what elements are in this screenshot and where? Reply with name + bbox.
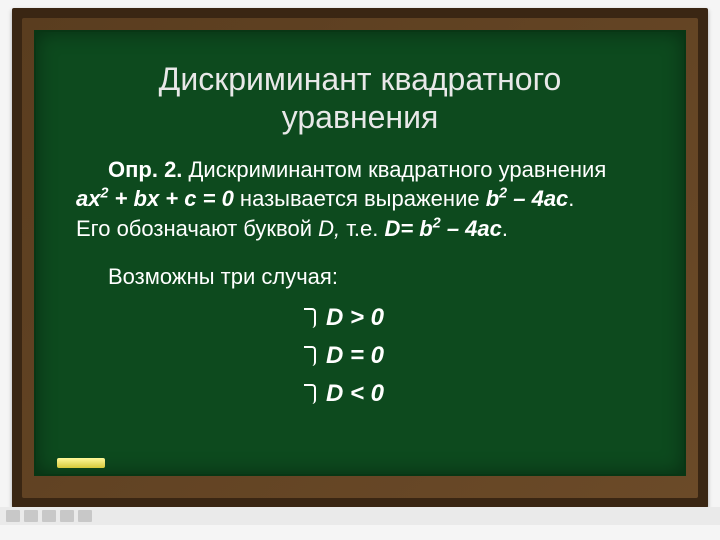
equation-ax2: ах2 + bх + с = 0: [76, 186, 234, 211]
case-d-positive: D > 0: [76, 304, 644, 332]
thumbnail-icon[interactable]: [78, 510, 92, 522]
board-surface: Дискриминант квадратного уравнения Опр. …: [34, 30, 686, 476]
notation-text-1: Его обозначают буквой: [76, 216, 318, 241]
thumbnail-icon[interactable]: [24, 510, 38, 522]
notation-formula: D= b2 – 4ac: [384, 216, 501, 241]
case-d-negative: D < 0: [76, 380, 644, 408]
expr-rest: – 4ac: [507, 186, 568, 211]
definition-text-1: Дискриминантом квадратного уравнения: [182, 157, 606, 182]
expr-b2-4ac: b2 – 4ac: [486, 186, 569, 211]
definition-paragraph: Опр. 2. Дискриминантом квадратного уравн…: [76, 155, 644, 244]
case-d-zero: D = 0: [76, 342, 644, 370]
definition-end: .: [568, 186, 574, 211]
slide-title: Дискриминант квадратного уравнения: [76, 60, 644, 137]
expr-exp: 2: [499, 186, 507, 202]
cases-list: D > 0 D = 0 D < 0: [76, 304, 644, 408]
notation-d: D,: [318, 216, 346, 241]
definition-text-2: называется выражение: [234, 186, 486, 211]
eq-rest: + bх + с = 0: [108, 186, 233, 211]
slide-container: Дискриминант квадратного уравнения Опр. …: [0, 0, 720, 525]
slide-content: Дискриминант квадратного уравнения Опр. …: [76, 60, 644, 434]
expr-b: b: [486, 186, 499, 211]
formula-rest: – 4ac: [441, 216, 502, 241]
thumbnail-icon[interactable]: [60, 510, 74, 522]
formula-d: D= b: [384, 216, 432, 241]
eq-a: ах: [76, 186, 100, 211]
thumbnail-icon[interactable]: [6, 510, 20, 522]
board-frame: Дискриминант квадратного уравнения Опр. …: [12, 8, 708, 508]
definition-label: Опр. 2.: [108, 157, 182, 182]
thumbnail-strip: [0, 507, 720, 525]
formula-exp: 2: [433, 216, 441, 232]
notation-end: .: [502, 216, 508, 241]
thumbnail-icon[interactable]: [42, 510, 56, 522]
chalk-icon: [57, 458, 105, 468]
notation-text-2: т.е.: [346, 216, 384, 241]
cases-intro: Возможны три случая:: [108, 264, 644, 290]
